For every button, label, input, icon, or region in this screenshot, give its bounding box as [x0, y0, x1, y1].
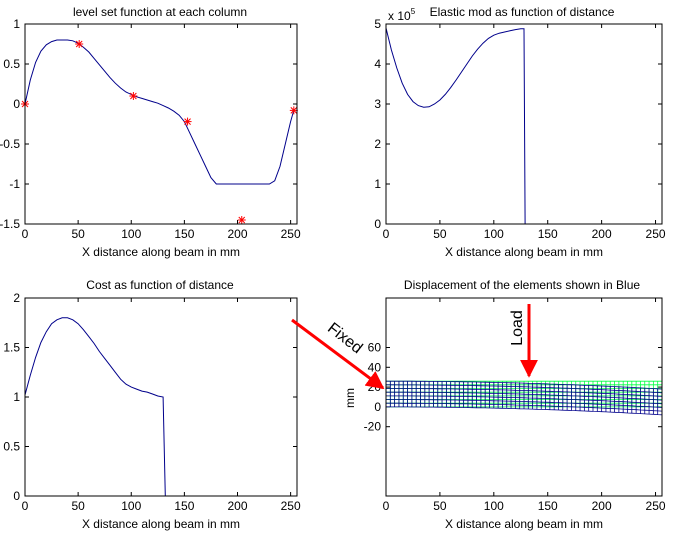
panel-elastic-mod-x-tick-label: 200 — [592, 227, 612, 241]
marker-stroke — [130, 92, 137, 100]
panel-elastic-mod-y-tick-label: 1 — [374, 177, 381, 191]
deformed-mesh-row — [386, 406, 663, 416]
panel-displacement-x-tick-label: 200 — [592, 499, 612, 513]
panel-elastic-mod-x-tick-label: 50 — [433, 227, 447, 241]
panel-elastic-mod-y-tick-label: 0 — [374, 217, 381, 231]
panel-level-set-marker — [75, 40, 84, 48]
panel-elastic-mod: Elastic mod as function of distance x 10… — [374, 5, 666, 259]
panel-displacement-x-tick-label: 250 — [646, 499, 666, 513]
panel-elastic-mod-y-tick-label: 2 — [374, 137, 381, 151]
marker-stroke — [290, 107, 298, 114]
marker-stroke — [238, 216, 246, 224]
panel-cost-y-tick-label: 0.5 — [3, 440, 20, 454]
panel-elastic-mod-xlabel: X distance along beam in mm — [445, 245, 603, 259]
panel-elastic-mod-y-tick-label: 5 — [374, 17, 381, 31]
panel-level-set-x-tick-label: 150 — [174, 227, 194, 241]
panel-cost-x-tick-label: 50 — [71, 499, 85, 513]
panel-elastic-mod-title: Elastic mod as function of distance — [430, 5, 615, 19]
deformed-mesh — [385, 380, 663, 416]
panel-level-set: level set function at each column 0 50 100… — [0, 5, 301, 259]
panel-cost-x-tick-label: 250 — [281, 499, 301, 513]
panel-cost-x-tick-label: 0 — [22, 499, 29, 513]
panel-level-set-marker — [183, 117, 192, 126]
panel-elastic-mod-x-tick-label: 100 — [484, 227, 504, 241]
fixed-arrow — [291, 318, 385, 390]
panel-level-set-xlabel: X distance along beam in mm — [82, 245, 240, 259]
panel-cost-xlabel: X distance along beam in mm — [82, 517, 240, 531]
deformed-mesh-row — [386, 380, 663, 390]
panel-cost-title: Cost as function of distance — [86, 278, 234, 292]
panel-cost-y-tick-label: 1.5 — [3, 341, 20, 355]
panel-cost-plot: 0 50 100 150 200 250 0 0.5 1 1.5 2 — [3, 291, 301, 513]
panel-displacement-x-tick-label: 50 — [433, 499, 447, 513]
panel-elastic-mod-multiplier: x 105 — [388, 7, 416, 23]
panel-displacement-y-tick-label: 60 — [368, 341, 382, 355]
panel-level-set-axes-box — [24, 23, 298, 225]
panel-level-set-y-tick-label: -0.5 — [0, 137, 20, 151]
panel-elastic-mod-series-line — [385, 27, 662, 225]
panel-elastic-mod-y-tick-label: 4 — [374, 57, 381, 71]
panel-cost-series-line — [24, 317, 166, 497]
panel-level-set-title: level set function at each column — [73, 5, 247, 19]
panel-elastic-mod-y-tick-label: 3 — [374, 97, 381, 111]
panel-displacement-title: Displacement of the elements shown in Bl… — [404, 278, 640, 292]
panel-level-set-y-tick-label: 0 — [13, 97, 20, 111]
panel-displacement-axes-box — [385, 297, 663, 497]
panel-level-set-y-tick-label: -1.5 — [0, 217, 20, 231]
load-annotation: Load — [509, 310, 526, 346]
fixed-annotation: Fixed — [324, 320, 365, 357]
panel-displacement: Displacement of the elements shown in Bl… — [291, 278, 666, 531]
panel-cost-x-tick-label: 100 — [121, 499, 141, 513]
panel-displacement-y-tick-label: 40 — [368, 360, 382, 374]
panel-level-set-plot: 0 50 100 150 200 250 -1.5 -1 -0.5 0 0.5 1 — [0, 17, 301, 241]
panel-level-set-x-tick-label: 100 — [121, 227, 141, 241]
panel-cost-x-tick-label: 200 — [227, 499, 247, 513]
panel-displacement-ylabel: mm — [343, 388, 357, 408]
panel-displacement-x-tick-label: 100 — [484, 499, 504, 513]
panel-elastic-mod-x-tick-label: 250 — [646, 227, 666, 241]
panel-elastic-mod-axes-box — [385, 23, 663, 225]
marker-stroke — [75, 40, 83, 48]
panel-cost-x-tick-label: 150 — [174, 499, 194, 513]
panel-level-set-marker — [289, 106, 298, 115]
panel-cost: Cost as function of distance 0 50 100 150 20… — [3, 278, 301, 531]
panel-displacement-y-tick-label: 0 — [374, 400, 381, 414]
panel-level-set-x-tick-label: 250 — [281, 227, 301, 241]
panel-elastic-mod-x-tick-label: 150 — [538, 227, 558, 241]
panel-displacement-x-tick-label: 0 — [383, 499, 390, 513]
panel-level-set-y-tick-label: -1 — [9, 177, 20, 191]
panel-level-set-series-line — [24, 39, 295, 185]
panel-cost-y-tick-label: 1 — [13, 390, 20, 404]
panel-elastic-mod-plot: 0 50 100 150 200 250 0 1 2 3 4 5 — [374, 17, 666, 241]
panel-cost-y-tick-label: 0 — [13, 489, 20, 503]
panel-level-set-y-tick-label: 1 — [13, 17, 20, 31]
panel-level-set-x-tick-label: 50 — [71, 227, 85, 241]
panel-elastic-mod-multiplier-base: x 10 — [388, 9, 411, 23]
panel-displacement-y-tick-label: -20 — [364, 420, 382, 434]
marker-stroke — [184, 118, 191, 125]
panel-level-set-x-tick-label: 0 — [22, 227, 29, 241]
panel-level-set-x-tick-label: 200 — [227, 227, 247, 241]
panel-elastic-mod-multiplier-exponent: 5 — [411, 7, 416, 16]
panel-cost-axes-box — [24, 297, 298, 497]
panel-level-set-marker — [237, 216, 246, 224]
panel-displacement-xlabel: X distance along beam in mm — [445, 517, 603, 531]
panel-level-set-marker — [129, 92, 138, 100]
panel-elastic-mod-x-tick-label: 0 — [383, 227, 390, 241]
panel-displacement-x-tick-label: 150 — [538, 499, 558, 513]
panel-cost-y-tick-label: 2 — [13, 291, 20, 305]
panel-level-set-y-tick-label: 0.5 — [3, 57, 20, 71]
